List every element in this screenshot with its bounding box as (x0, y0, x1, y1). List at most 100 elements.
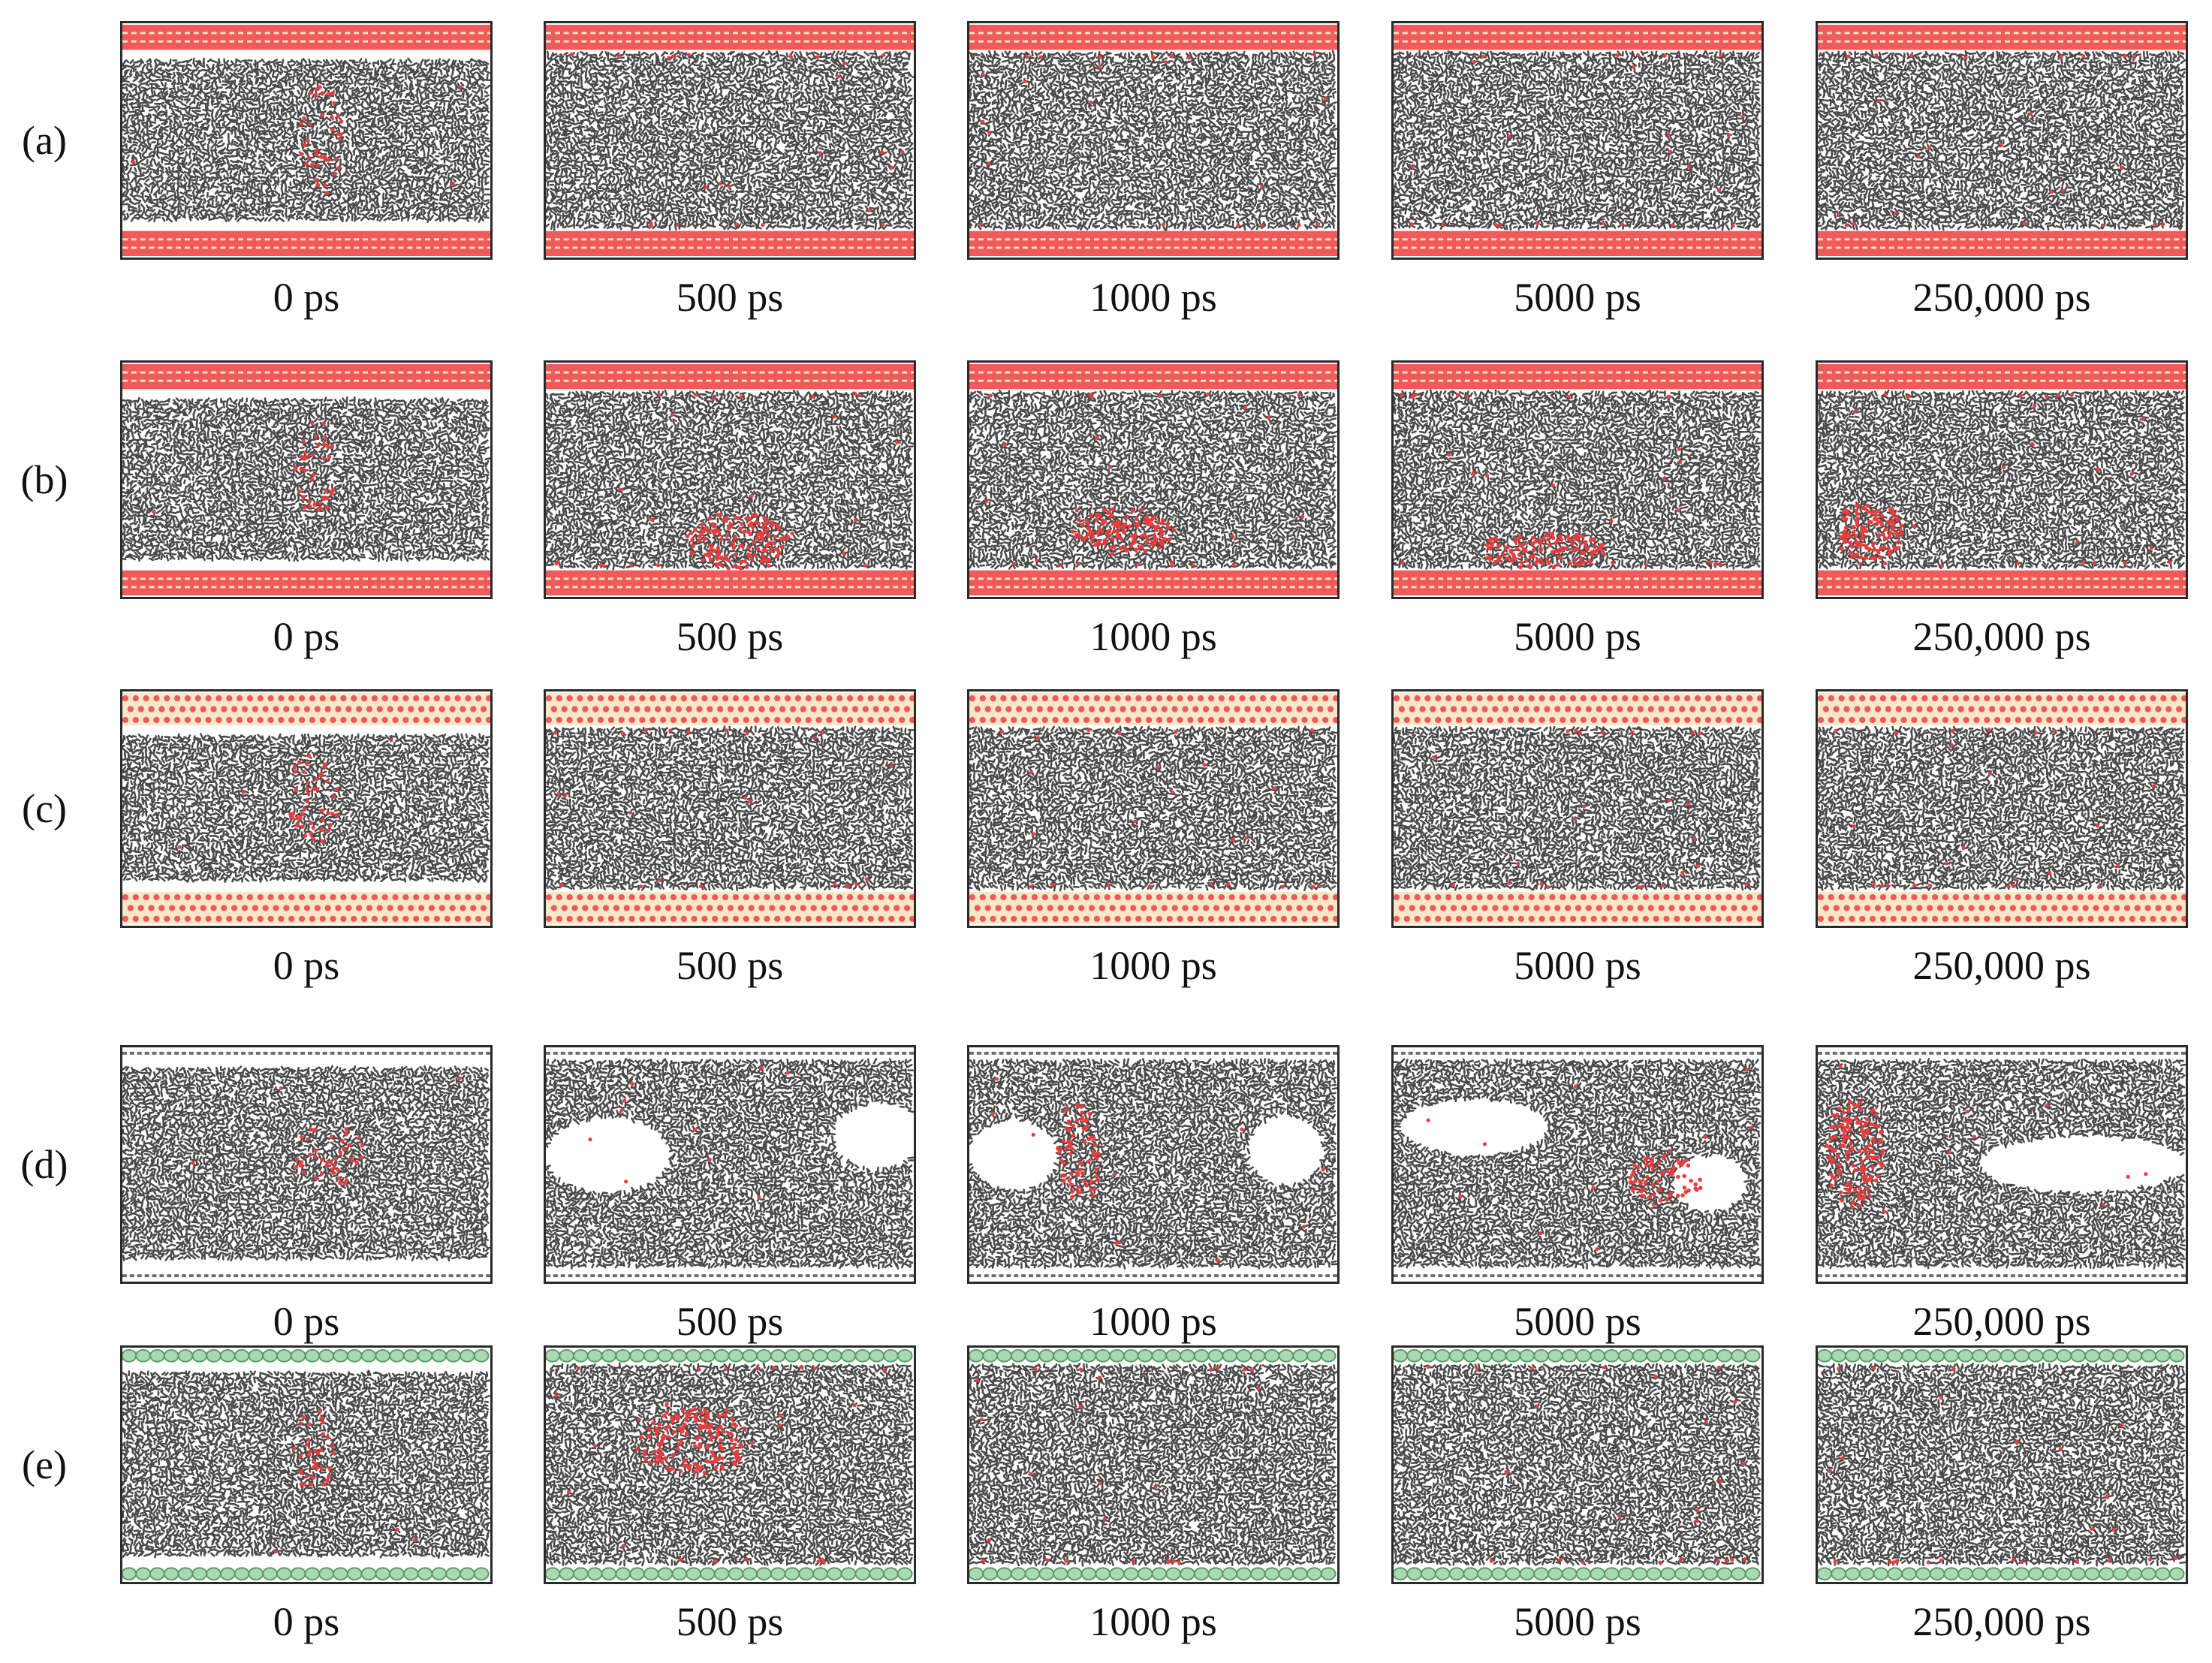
snapshot-graphic (969, 1047, 1337, 1282)
fluid-molecules (1394, 390, 1761, 569)
snapshot-graphic (546, 23, 914, 258)
fluid-molecules (546, 727, 914, 890)
wall-layer (546, 693, 914, 725)
time-label: 500 ps (544, 275, 916, 320)
wall-layer (1394, 1349, 1761, 1363)
wall-layer (969, 364, 1337, 389)
wall-layer (546, 1271, 914, 1280)
row-label: (d) (11, 1142, 78, 1187)
simulation-snapshot (1391, 21, 1764, 260)
time-label: 0 ps (120, 943, 493, 988)
snapshot-graphic (546, 691, 914, 926)
wall-layer (122, 892, 490, 924)
fluid-molecules (122, 734, 490, 882)
simulation-snapshot (120, 21, 493, 260)
fluid-molecules (969, 1059, 1337, 1268)
simulation-snapshot (544, 1045, 916, 1284)
wall-layer (1394, 693, 1761, 725)
snapshot-graphic (969, 363, 1337, 597)
time-label: 500 ps (544, 943, 916, 988)
snapshot-graphic (546, 1348, 914, 1582)
time-label: 0 ps (120, 614, 493, 659)
wall-layer (969, 231, 1337, 256)
time-label: 0 ps (120, 1299, 493, 1344)
time-label: 0 ps (120, 1599, 493, 1644)
wall-layer (122, 1567, 490, 1580)
wall-layer (546, 25, 914, 50)
snapshot-graphic (969, 691, 1337, 926)
wall-layer (969, 1567, 1337, 1580)
snapshot-graphic (1394, 1047, 1761, 1282)
fluid-molecules (969, 51, 1337, 230)
fluid-molecules (969, 727, 1337, 891)
wall-layer (546, 1567, 914, 1580)
fluid-molecules (122, 397, 490, 561)
simulation-snapshot (967, 21, 1340, 260)
wall-layer (1394, 892, 1761, 924)
wall-layer (1818, 1049, 2186, 1058)
wall-layer (122, 1271, 490, 1280)
snapshot-graphic (1818, 363, 2186, 597)
fluid-molecules (122, 1371, 490, 1558)
time-label: 1000 ps (967, 943, 1340, 988)
time-label: 0 ps (120, 275, 493, 320)
snapshot-graphic (122, 363, 490, 597)
fluid-molecules (1394, 1363, 1761, 1565)
wall-layer (1818, 571, 2186, 595)
simulation-snapshot (1816, 360, 2188, 599)
wall-layer (122, 571, 490, 595)
fluid-molecules (1394, 727, 1761, 890)
time-label: 1000 ps (967, 1599, 1340, 1644)
wall-layer (546, 231, 914, 256)
simulation-snapshot (544, 689, 916, 928)
snapshot-graphic (546, 1047, 914, 1282)
simulation-snapshot (1391, 360, 1764, 599)
snapshot-graphic (1818, 1348, 2186, 1582)
simulation-snapshot (1816, 689, 2188, 928)
wall-layer (1818, 231, 2186, 256)
wall-layer (969, 1049, 1337, 1058)
fluid-molecules (1818, 51, 2185, 230)
wall-layer (122, 25, 490, 50)
fluid-molecules (1394, 51, 1761, 230)
wall-layer (969, 571, 1337, 595)
time-label: 5000 ps (1391, 1299, 1764, 1344)
wall-layer (1394, 1567, 1761, 1580)
wall-layer (1818, 1567, 2186, 1580)
time-label: 1000 ps (967, 1299, 1340, 1344)
wall-layer (122, 1049, 490, 1058)
time-label: 500 ps (544, 1299, 916, 1344)
wall-layer (1818, 693, 2186, 725)
fluid-molecules (546, 1059, 913, 1268)
time-label: 250,000 ps (1816, 943, 2188, 988)
time-label: 5000 ps (1391, 1599, 1764, 1644)
time-label: 5000 ps (1391, 614, 1764, 659)
wall-layer (122, 364, 490, 389)
snapshot-graphic (969, 1348, 1337, 1582)
snapshot-graphic (122, 23, 490, 258)
row-label: (b) (11, 457, 78, 502)
time-label: 1000 ps (967, 614, 1340, 659)
simulation-snapshot (544, 21, 916, 260)
time-label: 5000 ps (1391, 943, 1764, 988)
wall-layer (1818, 364, 2186, 389)
solute-molecules (1825, 1064, 2147, 1213)
wall-layer (1818, 892, 2186, 924)
wall-layer (969, 892, 1337, 924)
snapshot-graphic (1818, 23, 2186, 258)
fluid-molecules (1818, 1059, 2186, 1269)
simulation-snapshot (1816, 1345, 2188, 1584)
time-label: 1000 ps (967, 275, 1340, 320)
fluid-molecules (546, 51, 914, 230)
snapshot-graphic (546, 363, 914, 597)
simulation-snapshot (967, 689, 1340, 928)
snapshot-graphic (1394, 1348, 1761, 1582)
simulation-snapshot (1391, 1345, 1764, 1584)
simulation-snapshot (1391, 689, 1764, 928)
wall-layer (122, 693, 490, 725)
time-label: 250,000 ps (1816, 1599, 2188, 1644)
time-label: 250,000 ps (1816, 275, 2188, 320)
row-label: (c) (11, 786, 78, 831)
snapshot-graphic (122, 1348, 490, 1582)
